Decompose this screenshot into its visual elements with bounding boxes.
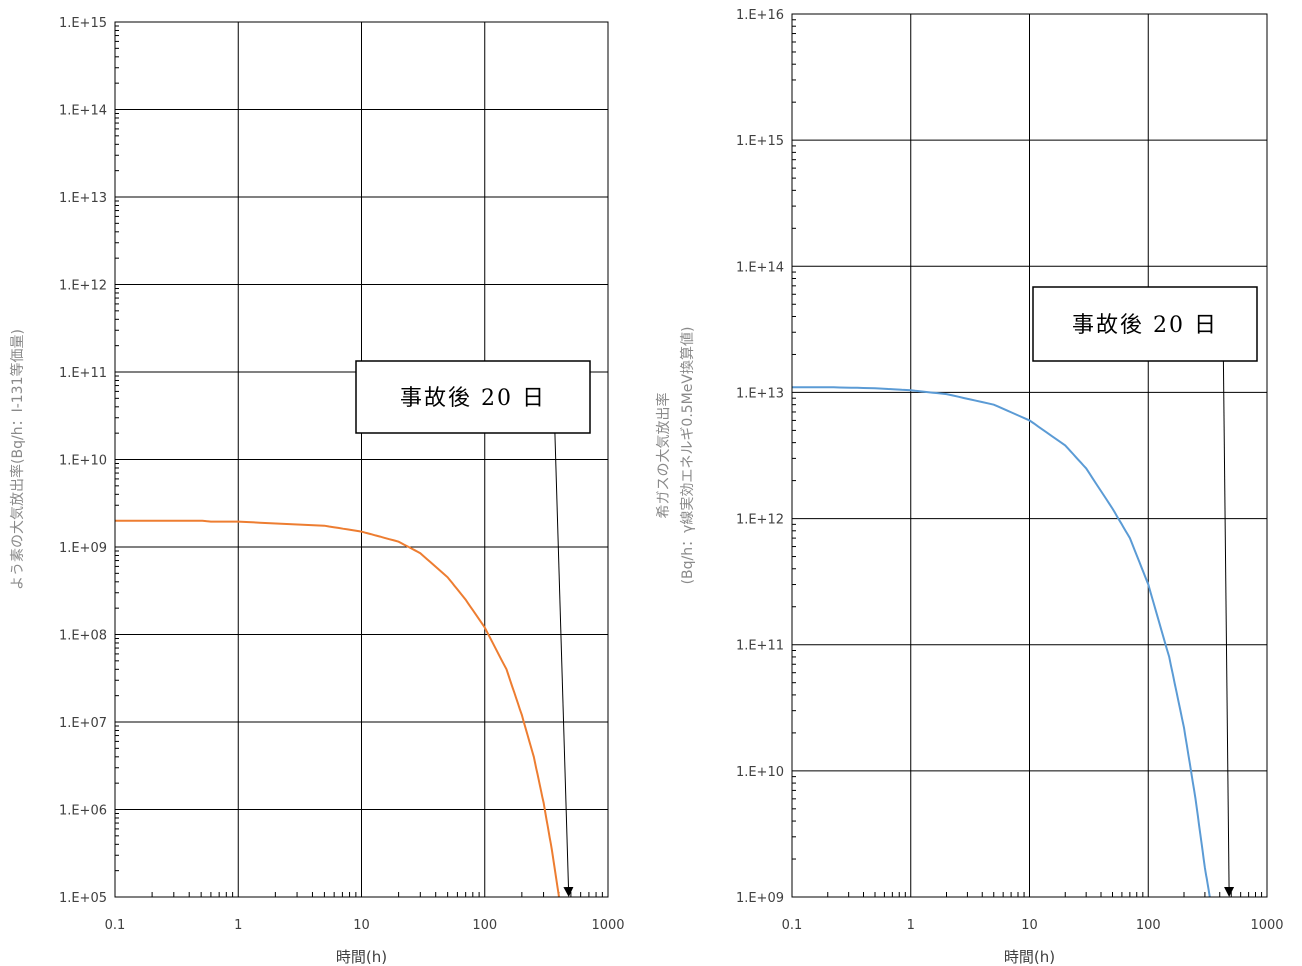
y-axis-title-line: (Bq/h：γ線実効エネルギ0.5MeV換算値) (680, 327, 696, 585)
y-tick-label: 1.E+11 (736, 639, 784, 654)
x-tick-label: 1 (234, 918, 242, 933)
x-tick-label: 100 (1136, 918, 1161, 933)
annotation-arrow (554, 432, 574, 897)
x-tick-label: 1000 (1250, 918, 1283, 933)
x-tick-label: 10 (1021, 918, 1038, 933)
y-tick-label: 1.E+11 (59, 366, 107, 381)
plot-border (114, 21, 609, 898)
y-tick-label: 1.E+12 (59, 279, 107, 294)
series-line (792, 386, 1211, 898)
y-tick-label: 1.E+14 (59, 104, 107, 119)
y-axis-title: よう素の大気放出率(Bq/h：I-131等価量) (9, 329, 26, 590)
y-tick-label: 1.E+13 (736, 386, 784, 401)
chart-2: 0.1 1 10 100 1000 1.E+09 1.E+10 1.E+11 1.E+12 1.E… (655, 8, 1284, 966)
annotation-box (355, 360, 591, 434)
plot-border (791, 13, 1268, 898)
y-tick-label: 1.E+07 (59, 716, 107, 731)
y-tick-label: 1.E+12 (736, 513, 784, 528)
y-tick-label: 1.E+10 (59, 454, 107, 469)
y-tick-label: 1.E+13 (59, 191, 107, 206)
series-line (115, 519, 560, 898)
chart-1: 0.1 1 10 100 1000 1.E+05 1.E+06 1.E+07 1.E+08 1.E… (9, 16, 625, 966)
annotation-text: 事故後 20 日 (400, 386, 546, 411)
y-tick-label: 1.E+15 (59, 16, 107, 31)
x-tick-label: 0.1 (782, 918, 803, 933)
x-tick-label: 1000 (591, 918, 624, 933)
x-tick-label: 0.1 (105, 918, 126, 933)
x-tick-label: 100 (472, 918, 497, 933)
annotation-arrow (1222, 360, 1235, 897)
x-tick-label: 10 (353, 918, 370, 933)
annotation-box (1032, 286, 1258, 362)
x-tick-label: 1 (907, 918, 915, 933)
x-axis-title: 時間(h) (1004, 948, 1055, 966)
y-tick-label: 1.E+15 (736, 134, 784, 149)
x-axis-title: 時間(h) (336, 948, 387, 966)
y-tick-label: 1.E+16 (736, 8, 784, 23)
y-tick-label: 1.E+10 (736, 765, 784, 780)
y-tick-label: 1.E+05 (59, 891, 107, 906)
y-tick-label: 1.E+06 (59, 804, 107, 819)
y-tick-label: 1.E+09 (59, 541, 107, 556)
y-axis-title-line: 希ガスの大気放出率 (655, 393, 672, 519)
y-tick-label: 1.E+14 (736, 260, 784, 275)
y-tick-label: 1.E+09 (736, 891, 784, 906)
annotation-text: 事故後 20 日 (1072, 313, 1218, 338)
y-tick-label: 1.E+08 (59, 629, 107, 644)
